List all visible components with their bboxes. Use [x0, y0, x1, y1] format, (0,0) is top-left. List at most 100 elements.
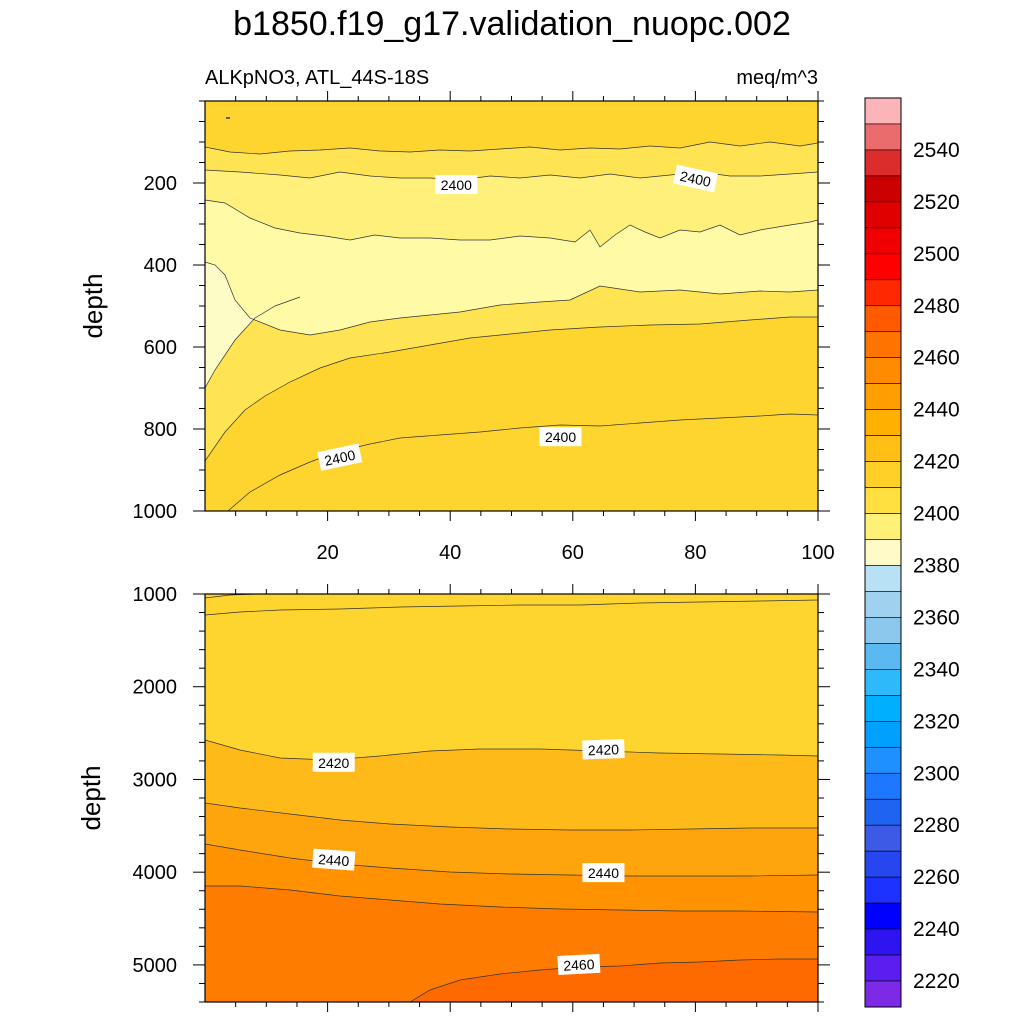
colorbar-segment	[864, 902, 902, 930]
y-tick-label: 1000	[133, 501, 178, 523]
y-tick-label: 5000	[133, 955, 178, 977]
colorbar-segment	[864, 721, 902, 748]
colorbar-segment	[864, 565, 902, 592]
colorbar-segment	[864, 97, 902, 125]
colorbar-segment	[864, 746, 902, 774]
contour-label-bg	[312, 848, 356, 871]
colorbar-segment	[864, 487, 902, 514]
upper-contour-line	[205, 141, 818, 155]
upper-panel-contour-labels: 2400 2400 2400 2400	[317, 164, 719, 471]
colorbar-segment	[864, 253, 902, 281]
contour-label: 2400	[435, 175, 478, 195]
upper-contour-line	[205, 296, 301, 389]
upper-depth-label: depth	[78, 273, 108, 338]
colorbar-label: 2440	[913, 399, 960, 422]
colorbar-label: 2500	[913, 243, 960, 266]
upper-panel-ticks	[193, 91, 830, 521]
contour-label-bg	[539, 427, 582, 447]
band-2400-b	[205, 262, 818, 461]
contour-label-bg	[435, 175, 478, 195]
contour-label-bg	[317, 443, 363, 471]
lower-contour-line	[205, 802, 818, 831]
contour-label: 2400	[672, 164, 719, 193]
lower-contour-line	[205, 599, 818, 616]
colorbar-segment	[864, 539, 902, 566]
colorbar-label: 2240	[913, 918, 960, 941]
contour-label: 2440	[582, 863, 625, 883]
colorbar-segment	[864, 980, 902, 1008]
contour-label-text: 2400	[441, 177, 472, 193]
colorbar-label: 2540	[913, 139, 960, 162]
deep-fill	[228, 414, 818, 511]
contour-label: 2400	[539, 427, 582, 447]
colorbar-segment	[864, 461, 902, 488]
upper-contour-line	[205, 261, 818, 336]
y-tick-label: 600	[144, 337, 177, 359]
contour-label-text: 2400	[323, 447, 357, 469]
contour-label-text: 2400	[678, 168, 712, 190]
y-tick-label: 200	[144, 173, 177, 195]
lower-contour-line	[205, 739, 818, 761]
y-tick-label: 800	[144, 419, 177, 441]
colorbar-segment	[864, 123, 902, 151]
band-2390	[205, 170, 818, 247]
lower-panel-tick-labels: 1000 2000 3000 4000 5000	[133, 584, 178, 977]
upper-contour-line	[205, 199, 818, 248]
band-2370	[205, 262, 275, 388]
colorbar-segment	[864, 695, 902, 722]
contour-label: 2400	[317, 443, 363, 471]
units-subtitle: meq/m^3	[736, 67, 818, 89]
colorbar-label: 2300	[913, 762, 960, 785]
lower-panel-ticks	[193, 584, 830, 1012]
upper-panel-fill	[205, 101, 818, 511]
y-tick-label: 4000	[133, 862, 178, 884]
contour-label-text: 2420	[588, 741, 620, 758]
band-2400-a	[205, 142, 818, 180]
upper-panel-tick-labels: 20 40 60 80 100 200 400 600 800 1000	[133, 173, 835, 564]
contour-label-text: 2400	[545, 429, 576, 445]
lower-panel-contour-labels: 2420 2420 2440 2440 2460	[312, 739, 625, 975]
colorbar-segment	[864, 409, 902, 436]
lower-contour-line	[205, 885, 818, 913]
colorbar-label: 2200	[913, 1022, 960, 1024]
contour-label-text: 2440	[318, 851, 350, 869]
contour-label-bg	[582, 739, 625, 760]
colorbar-label: 2220	[913, 970, 960, 993]
surface-band-2410	[205, 101, 818, 154]
colorbar-segment	[864, 954, 902, 982]
colorbar-label: 2260	[913, 866, 960, 889]
colorbar-segment	[864, 669, 902, 696]
colorbar-segment	[864, 383, 902, 410]
contour-label-bg	[557, 953, 601, 975]
colorbar-segment	[864, 850, 902, 878]
colorbar	[864, 97, 902, 1008]
colorbar-label: 2380	[913, 554, 960, 577]
band-2380	[205, 200, 818, 335]
y-tick-label: 400	[144, 255, 177, 277]
x-tick-label: 40	[439, 542, 461, 564]
colorbar-frame	[864, 97, 902, 1008]
upper-panel-contours	[205, 117, 818, 511]
upper-contour-line	[205, 316, 818, 462]
x-tick-label: 20	[316, 542, 338, 564]
band-2440	[205, 844, 818, 912]
colorbar-labels: 2540 2520 2500 2480 2460 2440 2420 2400 2380 2360…	[913, 139, 960, 1024]
x-tick-label: 80	[684, 542, 706, 564]
contour-label-text: 2460	[563, 956, 595, 974]
colorbar-segment	[864, 201, 902, 229]
x-tick-label: 100	[801, 542, 834, 564]
y-tick-label: 1000	[133, 584, 178, 606]
colorbar-segment	[864, 227, 902, 255]
colorbar-label: 2360	[913, 606, 960, 629]
colorbar-label: 2320	[913, 710, 960, 733]
upper-contour-line	[205, 169, 818, 181]
contour-label-bg	[582, 863, 625, 883]
colorbar-label: 2460	[913, 347, 960, 370]
contour-label: 2420	[582, 739, 625, 760]
colorbar-segment	[864, 435, 902, 462]
contour-label: 2440	[312, 848, 356, 871]
colorbar-segment	[864, 175, 902, 203]
colorbar-label: 2400	[913, 503, 960, 526]
colorbar-segment	[864, 798, 902, 826]
colorbar-segment	[864, 513, 902, 540]
